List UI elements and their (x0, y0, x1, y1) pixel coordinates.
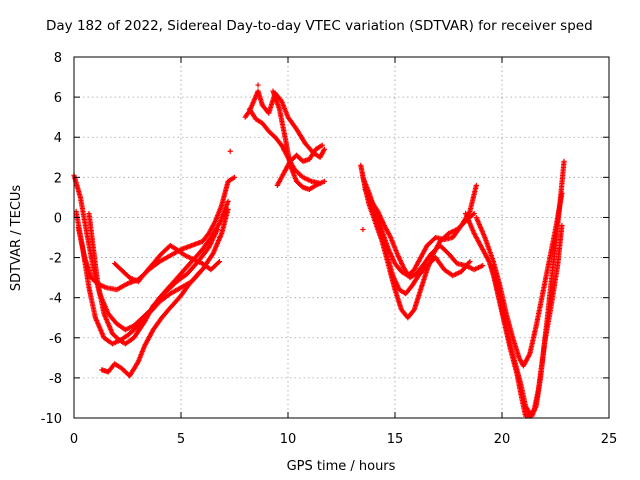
series-arc-q (488, 222, 565, 419)
y-tick-label: -10 (41, 412, 62, 427)
series-arc-j (274, 142, 325, 188)
data-point-marker (321, 146, 327, 152)
plot-border (73, 56, 610, 419)
x-tick-label: 25 (601, 432, 618, 447)
series-arc-k (358, 162, 477, 321)
data-point-marker (321, 178, 327, 184)
data-point-marker (255, 82, 261, 88)
data-point-marker (471, 210, 477, 217)
isolated-points (216, 82, 366, 241)
data-point-marker (319, 142, 325, 148)
y-tick-label: 6 (54, 91, 62, 106)
chart-title: Day 182 of 2022, Sidereal Day-to-day VTE… (46, 18, 593, 34)
data-point-marker (473, 182, 479, 188)
data-point-marker (216, 258, 223, 265)
y-axis-label: SDTVAR / TECUs (9, 185, 24, 292)
series-arc-f (112, 242, 223, 285)
data-point-marker (231, 174, 238, 180)
y-tick-label: 0 (54, 211, 62, 226)
y-tick-label: -2 (49, 252, 62, 267)
series-arc-m (362, 186, 486, 281)
data-point-marker (559, 222, 565, 229)
data-point-marker (480, 262, 486, 269)
data-point-marker (216, 234, 223, 241)
x-tick-label: 10 (280, 432, 297, 447)
data-point-marker (196, 270, 202, 276)
series-arc-c (75, 174, 238, 293)
data-point-marker (197, 268, 203, 275)
series-arc-p (473, 190, 565, 369)
data-point-marker (225, 198, 231, 204)
x-tick-label: 5 (177, 432, 185, 447)
y-tick-label: -6 (49, 332, 62, 347)
data-point-marker (559, 190, 565, 196)
y-tick-label: 4 (54, 131, 62, 146)
data-point-marker (466, 260, 472, 266)
data-point-marker (225, 206, 231, 213)
y-tick-label: -4 (49, 292, 62, 307)
grid-lines (74, 57, 609, 418)
data-point-marker (215, 259, 222, 266)
x-tick-label: 20 (494, 432, 511, 447)
series-arc-d (86, 210, 220, 347)
data-point-marker (561, 158, 567, 164)
axis-ticks: 0 5 10 15 20 25 -10 -8 -6 -4 -2 0 2 4 6 8 (41, 51, 618, 447)
data-point-marker (214, 226, 220, 233)
data-point-marker (467, 258, 473, 265)
series-arc-e (99, 268, 203, 379)
x-tick-label: 15 (387, 432, 404, 447)
data-point-marker (470, 211, 476, 218)
y-tick-label: 2 (54, 171, 62, 186)
data-point-marker (227, 148, 233, 154)
y-tick-label: -8 (49, 372, 62, 387)
data-markers (71, 82, 567, 419)
y-tick-label: 8 (54, 51, 62, 66)
data-point-marker (360, 226, 366, 233)
x-axis-label: GPS time / hours (287, 459, 396, 474)
x-tick-label: 0 (70, 432, 78, 447)
series-arc-n (371, 202, 473, 297)
